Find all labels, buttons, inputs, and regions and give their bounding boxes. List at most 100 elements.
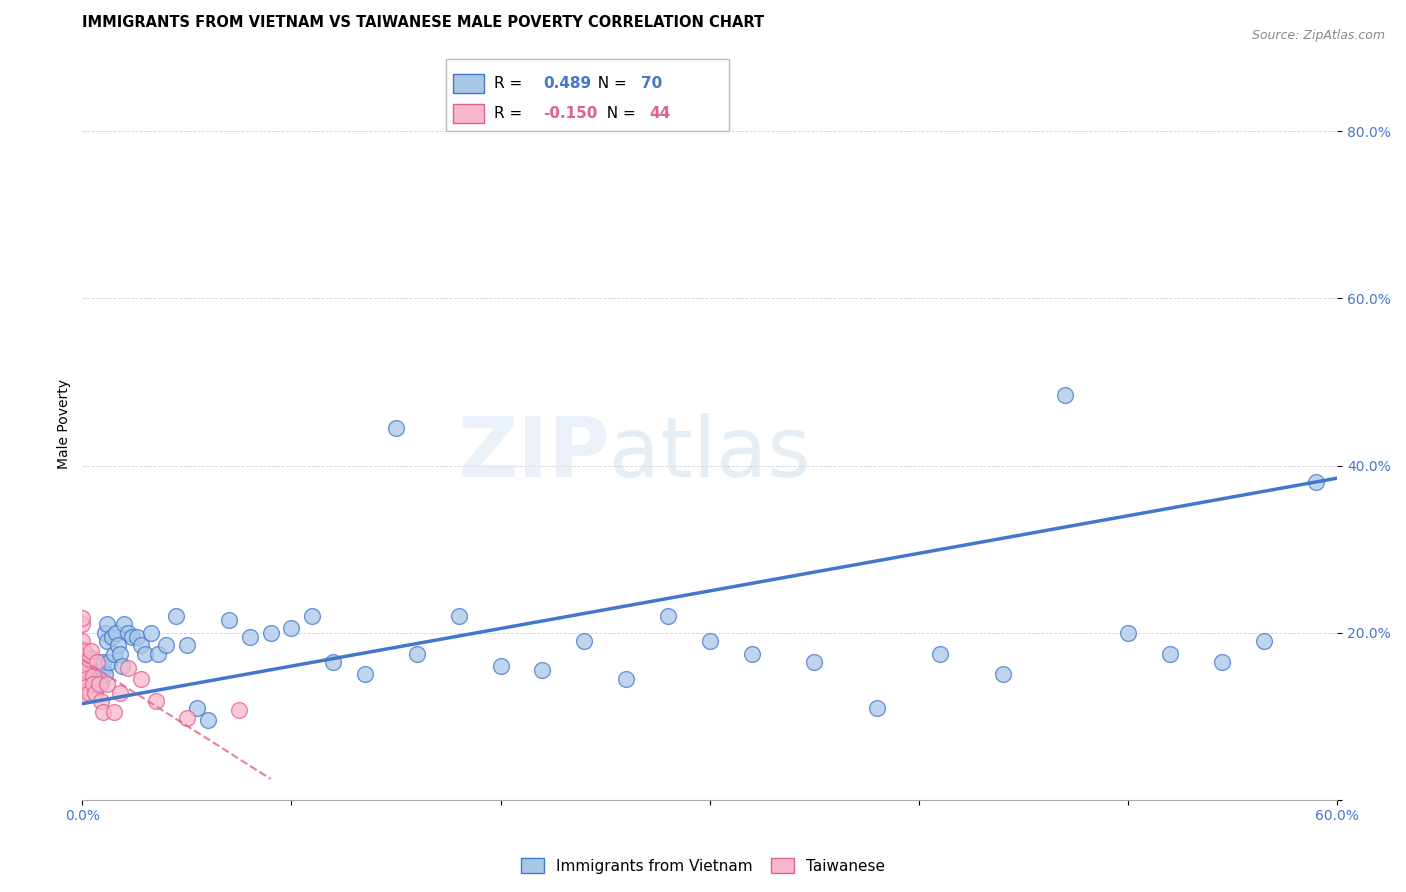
Point [176, 711, 198, 725]
Point [72, 669, 94, 683]
Point [929, 647, 952, 661]
Point [134, 647, 156, 661]
Point [76, 680, 98, 694]
FancyBboxPatch shape [453, 74, 484, 93]
Text: R =: R = [494, 76, 527, 91]
Point [79, 644, 101, 658]
Point [145, 694, 167, 708]
Legend: Immigrants from Vietnam, Taiwanese: Immigrants from Vietnam, Taiwanese [515, 852, 891, 880]
Point [77, 652, 100, 666]
Text: IMMIGRANTS FROM VIETNAM VS TAIWANESE MALE POVERTY CORRELATION CHART: IMMIGRANTS FROM VIETNAM VS TAIWANESE MAL… [83, 15, 765, 30]
FancyBboxPatch shape [446, 59, 728, 130]
Point [77, 686, 100, 700]
Point [82, 677, 104, 691]
Point [489, 659, 512, 673]
Point [73, 661, 96, 675]
Point [197, 714, 219, 728]
Point [96, 677, 118, 691]
Text: Source: ZipAtlas.com: Source: ZipAtlas.com [1251, 29, 1385, 42]
Point [259, 625, 281, 640]
Point [86, 655, 108, 669]
Point [117, 625, 139, 640]
Point [121, 630, 143, 644]
Point [91, 663, 114, 677]
Point [90, 694, 112, 708]
Point [72, 680, 94, 694]
Point [129, 672, 152, 686]
Point [186, 701, 208, 715]
Point [574, 634, 596, 648]
Point [94, 667, 117, 681]
Point [76, 655, 98, 669]
Point [91, 705, 114, 719]
Point [72, 617, 94, 632]
Point [82, 669, 104, 683]
Point [72, 610, 94, 624]
Text: 0.489: 0.489 [543, 76, 591, 91]
Point [72, 650, 94, 665]
Point [90, 667, 112, 681]
Text: R =: R = [494, 106, 527, 120]
Point [86, 663, 108, 677]
Point [79, 650, 101, 665]
Point [155, 638, 177, 652]
Point [73, 655, 96, 669]
Point [1159, 647, 1181, 661]
Point [96, 634, 118, 648]
Point [82, 672, 104, 686]
Point [1054, 387, 1077, 401]
Point [72, 642, 94, 657]
Point [76, 663, 98, 677]
Point [129, 638, 152, 652]
Point [1253, 634, 1275, 648]
Point [803, 655, 825, 669]
Text: N =: N = [588, 76, 631, 91]
Text: N =: N = [598, 106, 641, 120]
Point [83, 659, 105, 673]
Point [406, 647, 429, 661]
Point [146, 647, 169, 661]
Point [87, 659, 110, 673]
Point [72, 661, 94, 675]
Point [72, 689, 94, 703]
Point [73, 669, 96, 683]
Point [76, 655, 98, 669]
Point [741, 647, 763, 661]
Point [1211, 655, 1233, 669]
Point [1305, 475, 1327, 490]
Point [301, 609, 323, 624]
Text: 44: 44 [650, 106, 671, 120]
Point [322, 655, 344, 669]
Point [100, 630, 122, 644]
Point [353, 667, 375, 681]
Point [73, 644, 96, 658]
Point [83, 686, 105, 700]
FancyBboxPatch shape [453, 104, 484, 123]
Point [73, 663, 96, 677]
Point [111, 659, 134, 673]
Point [614, 672, 637, 686]
Point [77, 675, 100, 690]
Point [87, 677, 110, 691]
Point [72, 669, 94, 683]
Point [91, 655, 114, 669]
Point [991, 667, 1014, 681]
Point [83, 675, 105, 690]
Point [73, 672, 96, 686]
Point [165, 609, 187, 624]
Point [103, 647, 125, 661]
Point [112, 617, 135, 632]
Point [82, 663, 104, 677]
Point [125, 630, 148, 644]
Point [103, 705, 125, 719]
Point [447, 609, 470, 624]
Point [531, 663, 554, 677]
Point [218, 613, 240, 627]
Text: 70: 70 [641, 76, 662, 91]
Point [94, 625, 117, 640]
Point [108, 686, 131, 700]
Y-axis label: Male Poverty: Male Poverty [58, 379, 72, 469]
Point [699, 634, 721, 648]
Point [73, 669, 96, 683]
Point [90, 675, 112, 690]
